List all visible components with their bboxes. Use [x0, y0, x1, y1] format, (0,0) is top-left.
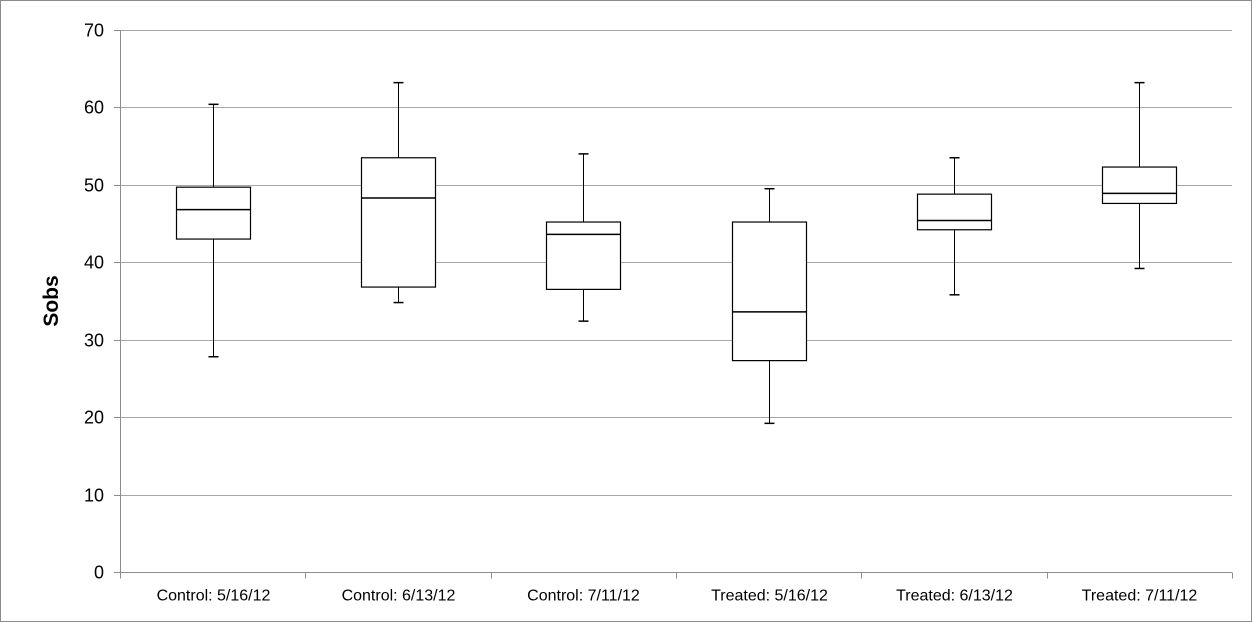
y-tick-label: 70 [84, 21, 104, 41]
box-series [175, 81, 1178, 425]
axes [114, 30, 1233, 579]
y-tick-label: 40 [84, 253, 104, 273]
box-1 [175, 103, 252, 358]
gridlines [120, 30, 1232, 496]
iqr-box [731, 221, 808, 362]
x-category-label: Control: 6/13/12 [342, 588, 456, 605]
iqr-box [175, 186, 252, 240]
iqr-box [916, 193, 993, 231]
y-tick-label: 60 [84, 98, 104, 118]
x-category-label: Treated: 6/13/12 [896, 588, 1013, 605]
box-4 [731, 187, 808, 425]
iqr-box [1101, 166, 1178, 205]
y-axis-title: Sobs [40, 275, 63, 326]
box-5 [916, 157, 993, 296]
box-2 [360, 81, 437, 304]
x-category-label: Control: 7/11/12 [527, 588, 640, 605]
x-category-label: Control: 5/16/12 [157, 588, 271, 605]
x-category-label: Treated: 7/11/12 [1082, 588, 1198, 605]
y-tick-label: 10 [84, 486, 104, 506]
labels: 0 10 20 30 40 50 60 70 Control: 5/16/12 Control: … [84, 21, 1197, 605]
y-tick-label: 30 [84, 331, 104, 351]
y-tick-label: 20 [84, 408, 104, 428]
y-tick-label: 50 [84, 176, 104, 196]
y-tick-label: 0 [94, 563, 104, 583]
x-category-label: Treated: 5/16/12 [711, 588, 828, 605]
iqr-box [545, 221, 622, 290]
box-6 [1101, 81, 1178, 270]
iqr-box [360, 157, 437, 288]
box-3 [545, 153, 622, 322]
